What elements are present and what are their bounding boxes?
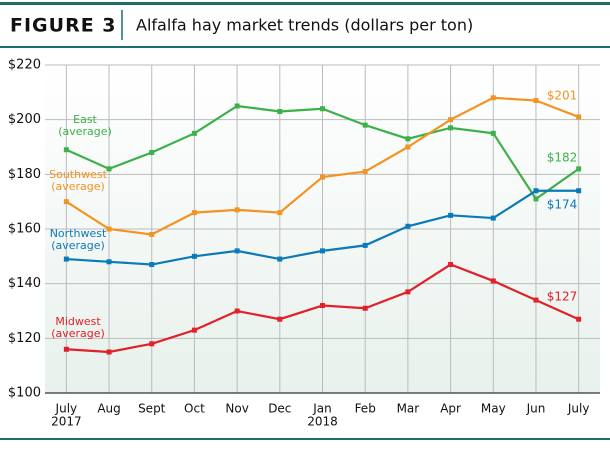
y-tick-label: $120 bbox=[8, 331, 41, 346]
point bbox=[191, 210, 197, 216]
point bbox=[106, 226, 112, 232]
point bbox=[405, 223, 411, 229]
series-label: East bbox=[73, 113, 97, 126]
point bbox=[277, 316, 283, 322]
point bbox=[320, 303, 325, 309]
point bbox=[63, 147, 69, 153]
series-sublabel: (average) bbox=[51, 180, 105, 193]
point bbox=[149, 231, 155, 237]
x-tick-label: July bbox=[55, 402, 78, 416]
x-tick-label: Oct bbox=[184, 402, 205, 416]
series-sublabel: (average) bbox=[51, 239, 105, 252]
value-label: $174 bbox=[547, 198, 578, 212]
y-tick-label: $160 bbox=[8, 222, 41, 237]
point bbox=[576, 316, 582, 322]
point bbox=[533, 98, 539, 104]
point bbox=[448, 262, 454, 268]
x-tick-label: July bbox=[567, 402, 590, 416]
point bbox=[106, 349, 112, 355]
point bbox=[106, 259, 112, 265]
point bbox=[448, 125, 454, 131]
header-rule bbox=[0, 46, 610, 48]
point bbox=[320, 248, 325, 254]
point bbox=[191, 253, 197, 259]
point bbox=[490, 95, 496, 101]
value-label: $201 bbox=[547, 89, 578, 103]
point bbox=[362, 242, 368, 248]
point bbox=[362, 122, 368, 128]
y-tick-label: $200 bbox=[8, 112, 41, 127]
point bbox=[234, 248, 240, 254]
figure-label: FIGURE 3 bbox=[10, 15, 117, 37]
x-tick-label: Jun bbox=[526, 402, 546, 416]
point bbox=[277, 108, 283, 114]
series-label: Northwest bbox=[50, 227, 107, 240]
x-tick-year: 2018 bbox=[307, 415, 338, 429]
y-tick-label: $140 bbox=[8, 276, 41, 291]
point bbox=[234, 308, 240, 314]
series-sublabel: (average) bbox=[58, 125, 112, 138]
value-label: $127 bbox=[547, 290, 578, 304]
point bbox=[533, 196, 539, 202]
x-tick-label: Jan bbox=[312, 402, 332, 416]
x-tick-label: May bbox=[481, 402, 506, 416]
point bbox=[191, 130, 197, 136]
point bbox=[63, 346, 69, 352]
point bbox=[405, 144, 411, 150]
point bbox=[63, 256, 69, 262]
chart-title: Alfalfa hay market trends (dollars per t… bbox=[136, 16, 473, 35]
point bbox=[490, 130, 496, 136]
point bbox=[149, 149, 155, 155]
series-label: Midwest bbox=[55, 315, 101, 328]
point bbox=[533, 297, 539, 303]
point bbox=[234, 207, 240, 213]
series-sublabel: (average) bbox=[51, 327, 105, 340]
x-tick-label: Aug bbox=[97, 402, 120, 416]
point bbox=[277, 210, 283, 216]
point bbox=[106, 166, 112, 172]
point bbox=[533, 188, 539, 194]
point bbox=[362, 169, 368, 175]
y-tick-label: $180 bbox=[8, 167, 41, 182]
point bbox=[448, 212, 454, 218]
top-rule bbox=[0, 2, 610, 5]
value-label: $182 bbox=[547, 151, 578, 165]
point bbox=[405, 136, 411, 142]
x-tick-label: Apr bbox=[440, 402, 461, 416]
point bbox=[576, 114, 582, 120]
series-label: Southwest bbox=[49, 168, 107, 181]
point bbox=[320, 106, 325, 112]
point bbox=[191, 327, 197, 333]
x-tick-label: Nov bbox=[225, 402, 248, 416]
x-tick-label: Sept bbox=[138, 402, 166, 416]
point bbox=[277, 256, 283, 262]
point bbox=[149, 262, 155, 268]
x-tick-label: Dec bbox=[268, 402, 291, 416]
point bbox=[576, 188, 582, 194]
point bbox=[149, 341, 155, 347]
x-tick-label: Feb bbox=[355, 402, 376, 416]
point bbox=[63, 199, 69, 205]
y-tick-label: $220 bbox=[8, 58, 41, 73]
y-tick-label: $100 bbox=[8, 386, 41, 401]
x-tick-label: Mar bbox=[397, 402, 420, 416]
point bbox=[320, 174, 325, 180]
point bbox=[234, 103, 240, 109]
point bbox=[362, 305, 368, 311]
bottom-rule bbox=[0, 438, 610, 440]
point bbox=[405, 289, 411, 295]
point bbox=[448, 117, 454, 123]
x-tick-year: 2017 bbox=[51, 415, 82, 429]
point bbox=[576, 166, 582, 172]
point bbox=[490, 278, 496, 284]
point bbox=[490, 215, 496, 221]
